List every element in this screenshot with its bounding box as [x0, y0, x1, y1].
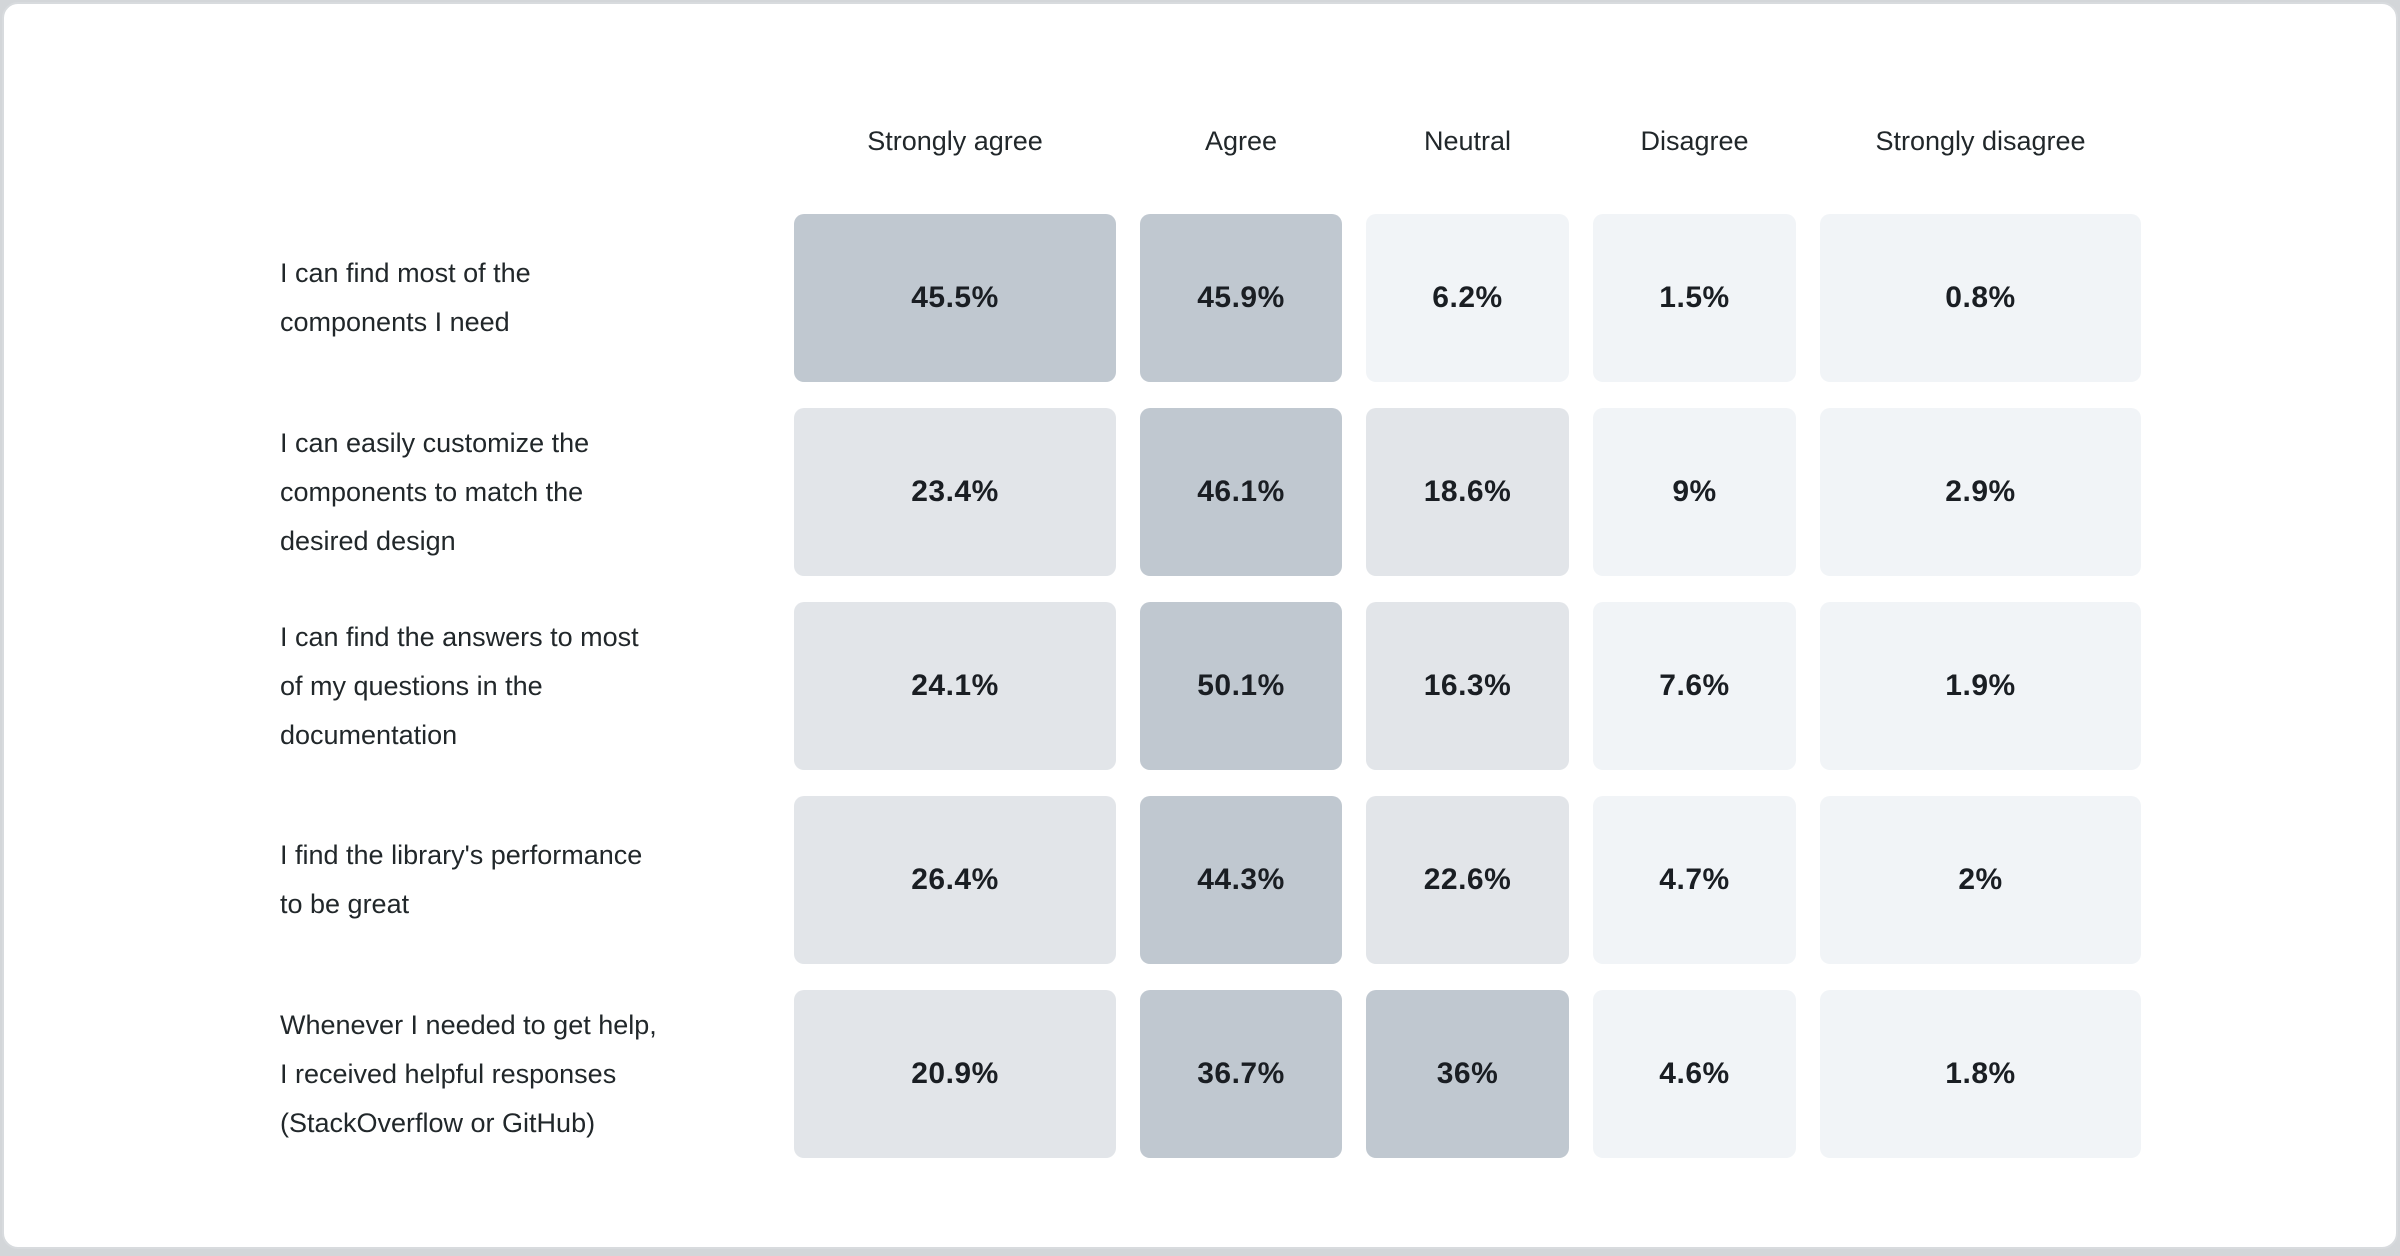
question-label-line: to be great: [280, 889, 410, 919]
question-label-line: of my questions in the: [280, 670, 543, 701]
cell-value: 26.4%: [911, 863, 999, 896]
question-label-line: (StackOverflow or GitHub): [280, 1107, 596, 1138]
column-header-agree: Agree: [1204, 125, 1278, 156]
cell-value: 36.7%: [1197, 1057, 1285, 1090]
cell-value: 23.4%: [911, 475, 999, 508]
cell-value: 16.3%: [1423, 669, 1512, 702]
cell-value: 50.1%: [1197, 669, 1285, 702]
question-label-line: I can find most of the: [280, 258, 531, 288]
question-label: I can easily customize the components to …: [280, 408, 770, 576]
cell-value: 36%: [1436, 1057, 1499, 1090]
question-label-line: Whenever I needed to get help,: [280, 1009, 657, 1040]
heatmap-cell: 2.9%: [1820, 408, 2141, 576]
cell-value: 24.1%: [911, 669, 999, 702]
heatmap-cell: 16.3%: [1366, 602, 1569, 770]
column-header-strongly-agree: Strongly agree: [867, 125, 1043, 156]
heatmap-cell: 36.7%: [1140, 990, 1342, 1158]
question-label-line: documentation: [280, 719, 458, 750]
cell-value: 1.9%: [1945, 669, 2016, 702]
cell-value: 9%: [1672, 475, 1717, 508]
cell-value: 7.6%: [1659, 669, 1730, 702]
heatmap-cell: 46.1%: [1140, 408, 1342, 576]
heatmap-cell: 22.6%: [1366, 796, 1569, 964]
heatmap-cell: 9%: [1593, 408, 1796, 576]
cell-value: 22.6%: [1423, 863, 1512, 896]
cell-value: 6.2%: [1432, 281, 1503, 314]
heatmap-cell: 45.9%: [1140, 214, 1342, 382]
cell-value: 44.3%: [1197, 863, 1285, 896]
cell-value: 0.8%: [1945, 281, 2016, 314]
cell-value: 46.1%: [1197, 475, 1285, 508]
survey-likert-heatmap: Strongly agree Agree Neutral Disagree Strong…: [280, 94, 2396, 1158]
question-label-line: I can easily customize the: [280, 427, 590, 458]
heatmap-cell: 36%: [1366, 990, 1569, 1158]
question-label: Whenever I needed to get help, I received…: [280, 990, 770, 1158]
column-header-disagree: Disagree: [1640, 125, 1749, 156]
cell-value: 2%: [1958, 863, 2003, 896]
heatmap-cell: 2%: [1820, 796, 2141, 964]
heatmap-cell: 44.3%: [1140, 796, 1342, 964]
cell-value: 1.5%: [1659, 281, 1730, 314]
heatmap-cell: 50.1%: [1140, 602, 1342, 770]
heatmap-cell: 7.6%: [1593, 602, 1796, 770]
column-header-neutral: Neutral: [1423, 125, 1512, 156]
question-label-line: I can find the answers to most: [280, 621, 639, 652]
cell-value: 20.9%: [911, 1057, 999, 1090]
heatmap-cell: 1.5%: [1593, 214, 1796, 382]
question-label-line: desired design: [280, 525, 456, 556]
heatmap-cell: 23.4%: [794, 408, 1116, 576]
question-label: I find the library's performance to be gr…: [280, 796, 770, 964]
cell-value: 45.9%: [1197, 281, 1285, 314]
question-label-line: components I need: [280, 307, 510, 337]
column-header-strongly-disagree: Strongly disagree: [1875, 125, 2086, 156]
question-label-line: components to match the: [280, 476, 584, 507]
question-label-line: I find the library's performance: [280, 840, 643, 870]
heatmap-cell: 4.7%: [1593, 796, 1796, 964]
cell-value: 4.6%: [1659, 1057, 1730, 1090]
heatmap-cell: 1.9%: [1820, 602, 2141, 770]
heatmap-cell: 4.6%: [1593, 990, 1796, 1158]
heatmap-cell: 45.5%: [794, 214, 1116, 382]
question-label: I can find most of the components I need: [280, 214, 770, 382]
header-corner-spacer: [280, 94, 770, 188]
heatmap-cell: 1.8%: [1820, 990, 2141, 1158]
question-label: I can find the answers to most of my ques…: [280, 602, 770, 770]
heatmap-cell: 26.4%: [794, 796, 1116, 964]
heatmap-cell: 20.9%: [794, 990, 1116, 1158]
question-label-line: I received helpful responses: [280, 1058, 617, 1089]
cell-value: 4.7%: [1659, 863, 1730, 896]
heatmap-cell: 6.2%: [1366, 214, 1569, 382]
heatmap-cell: 0.8%: [1820, 214, 2141, 382]
cell-value: 45.5%: [911, 281, 999, 314]
heatmap-cell: 24.1%: [794, 602, 1116, 770]
cell-value: 2.9%: [1945, 475, 2016, 508]
heatmap-cell: 18.6%: [1366, 408, 1569, 576]
cell-value: 18.6%: [1423, 475, 1512, 508]
cell-value: 1.8%: [1945, 1057, 2016, 1090]
